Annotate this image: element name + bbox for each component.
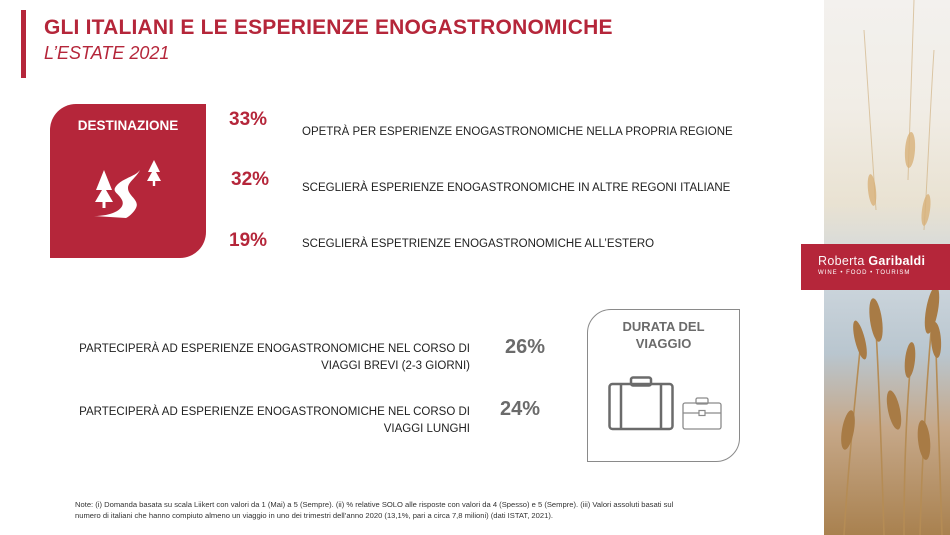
brand-last-name: Garibaldi <box>868 254 926 268</box>
duration-text-long-line2: VIAGGI LUNGHI <box>383 423 470 435</box>
duration-text-short-line2: VIAGGI BREVI (2-3 GIORNI) <box>321 360 470 372</box>
footnote-line1: Note: (i) Domanda basata su scala Liiker… <box>75 500 674 509</box>
page-subtitle: L’ESTATE 2021 <box>44 43 170 63</box>
duration-label-line2: VIAGGIO <box>635 336 692 351</box>
brand-name: Roberta Garibaldi <box>818 254 925 268</box>
duration-text-long-line1: PARTECIPERÀ AD ESPERIENZE ENOGASTRONOMIC… <box>79 406 470 418</box>
duration-label-line1: DURATA DEL <box>622 319 705 334</box>
briefcase-icon <box>682 397 722 430</box>
duration-box: DURATA DEL VIAGGIO <box>587 309 740 462</box>
destination-text-2: SCEGLIERÀ ESPERIENZE ENOGASTRONOMICHE IN… <box>302 182 731 194</box>
duration-label: DURATA DEL VIAGGIO <box>588 318 739 352</box>
destination-text-1: OPETRÀ PER ESPERIENZE ENOGASTRONOMICHE N… <box>302 126 733 138</box>
destination-percent-1: 33% <box>229 109 268 130</box>
duration-text-short-line1: PARTECIPERÀ AD ESPERIENZE ENOGASTRONOMIC… <box>79 343 470 355</box>
brand-tagline: WINE • FOOD • TOURISM <box>818 270 911 276</box>
duration-text-long: PARTECIPERÀ AD ESPERIENZE ENOGASTRONOMIC… <box>75 404 470 438</box>
destination-percent-3: 19% <box>229 230 268 251</box>
footnote: Note: (i) Domanda basata su scala Liiker… <box>75 500 805 521</box>
title-accent-bar <box>21 10 26 78</box>
duration-text-short: PARTECIPERÀ AD ESPERIENZE ENOGASTRONOMIC… <box>75 341 470 375</box>
destination-percent-2: 32% <box>231 169 270 190</box>
winding-road-trees-icon <box>94 160 161 218</box>
brand-logo: Roberta Garibaldi WINE • FOOD • TOURISM <box>801 244 950 290</box>
destination-label: DESTINAZIONE <box>77 118 179 133</box>
destination-box: DESTINAZIONE <box>50 104 206 258</box>
footnote-line2: numero di italiani che hanno compiuto al… <box>75 510 553 520</box>
duration-percent-short: 26% <box>505 336 546 358</box>
destination-text-3: SCEGLIERÀ ESPETRIENZE ENOGASTRONOMICHE A… <box>302 238 655 250</box>
wheat-field-illustration <box>841 0 943 535</box>
duration-percent-long: 24% <box>500 398 541 420</box>
page-title: GLI ITALIANI E LE ESPERIENZE ENOGASTRONO… <box>44 16 613 39</box>
brand-first-name: Roberta <box>818 254 865 268</box>
suitcase-icon <box>608 376 674 431</box>
